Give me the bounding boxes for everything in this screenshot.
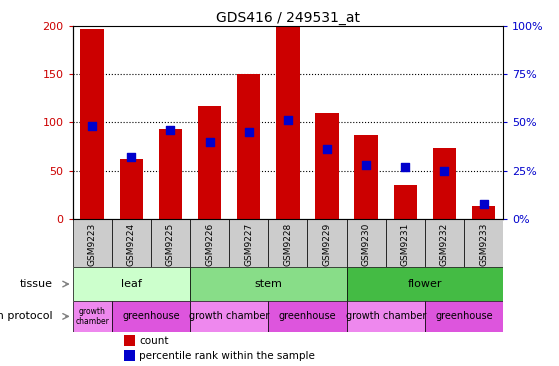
Text: GSM9230: GSM9230: [362, 223, 371, 266]
Text: stem: stem: [254, 279, 282, 289]
Bar: [124, 350, 135, 361]
Bar: [386, 219, 425, 268]
Bar: [73, 219, 112, 268]
Bar: [124, 335, 135, 346]
Text: greenhouse: greenhouse: [435, 311, 493, 321]
Bar: [80, 29, 104, 219]
Text: growth chamber: growth chamber: [189, 311, 269, 321]
Text: flower: flower: [408, 279, 442, 289]
Bar: [112, 301, 190, 332]
Text: greenhouse: greenhouse: [122, 311, 180, 321]
Point: [205, 139, 214, 145]
Text: growth chamber: growth chamber: [345, 311, 426, 321]
Bar: [151, 219, 190, 268]
Point: [166, 127, 175, 133]
Title: GDS416 / 249531_at: GDS416 / 249531_at: [216, 11, 360, 25]
Text: GSM9229: GSM9229: [323, 223, 331, 266]
Bar: [347, 268, 503, 301]
Text: GSM9224: GSM9224: [127, 223, 136, 266]
Bar: [237, 74, 260, 219]
Text: leaf: leaf: [121, 279, 142, 289]
Bar: [73, 268, 190, 301]
Bar: [315, 113, 339, 219]
Point: [244, 129, 253, 135]
Point: [440, 168, 449, 173]
Bar: [347, 219, 386, 268]
Bar: [120, 159, 143, 219]
Bar: [394, 185, 417, 219]
Bar: [347, 301, 425, 332]
Text: growth
chamber: growth chamber: [75, 307, 109, 326]
Bar: [433, 149, 456, 219]
Bar: [229, 219, 268, 268]
Bar: [190, 219, 229, 268]
Bar: [190, 268, 347, 301]
Bar: [276, 26, 300, 219]
Text: GSM9231: GSM9231: [401, 223, 410, 266]
Bar: [472, 206, 495, 219]
Text: count: count: [139, 336, 169, 346]
Text: GSM9225: GSM9225: [166, 223, 175, 266]
Bar: [190, 301, 268, 332]
Bar: [354, 135, 378, 219]
Point: [283, 117, 292, 123]
Bar: [464, 219, 503, 268]
Text: GSM9232: GSM9232: [440, 223, 449, 266]
Point: [127, 154, 136, 160]
Text: tissue: tissue: [20, 279, 53, 289]
Bar: [159, 129, 182, 219]
Bar: [307, 219, 347, 268]
Text: GSM9227: GSM9227: [244, 223, 253, 266]
Point: [479, 201, 488, 206]
Bar: [425, 219, 464, 268]
Point: [323, 146, 331, 152]
Bar: [112, 219, 151, 268]
Text: greenhouse: greenhouse: [278, 311, 337, 321]
Point: [88, 123, 97, 129]
Text: GSM9233: GSM9233: [479, 223, 488, 266]
Bar: [268, 219, 307, 268]
Bar: [198, 106, 221, 219]
Bar: [268, 301, 347, 332]
Point: [362, 162, 371, 168]
Text: GSM9223: GSM9223: [88, 223, 97, 266]
Text: GSM9226: GSM9226: [205, 223, 214, 266]
Point: [401, 164, 410, 170]
Text: growth protocol: growth protocol: [0, 311, 53, 321]
Text: percentile rank within the sample: percentile rank within the sample: [139, 351, 315, 361]
Bar: [73, 301, 112, 332]
Bar: [425, 301, 503, 332]
Text: GSM9228: GSM9228: [283, 223, 292, 266]
